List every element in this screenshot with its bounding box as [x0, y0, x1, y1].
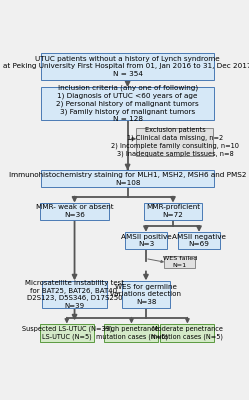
Text: Exclusion patients
1) Clinical data missing, n=2
2) Incomplete family consulting: Exclusion patients 1) Clinical data miss…: [111, 127, 239, 157]
FancyBboxPatch shape: [40, 203, 109, 220]
FancyBboxPatch shape: [144, 203, 202, 220]
FancyBboxPatch shape: [136, 128, 213, 156]
Text: UTUC patients without a history of Lynch syndrome
at Peking University First Hos: UTUC patients without a history of Lynch…: [3, 56, 249, 77]
Text: Immunohistochemistry staining for MLH1, MSH2, MSH6 and PMS2
N=108: Immunohistochemistry staining for MLH1, …: [9, 172, 246, 186]
FancyBboxPatch shape: [105, 324, 158, 342]
Text: High penetrance
mutation cases (N=6): High penetrance mutation cases (N=6): [96, 326, 167, 340]
Text: MMR- weak or absent
N=36: MMR- weak or absent N=36: [36, 204, 113, 218]
FancyBboxPatch shape: [42, 280, 107, 308]
FancyBboxPatch shape: [164, 256, 195, 268]
FancyBboxPatch shape: [178, 232, 220, 249]
FancyBboxPatch shape: [40, 324, 94, 342]
FancyBboxPatch shape: [41, 87, 214, 120]
FancyBboxPatch shape: [122, 280, 170, 308]
Text: Moderate penetrance
mutation cases (N=5): Moderate penetrance mutation cases (N=5): [151, 326, 223, 340]
Text: AMSII positive
N=3: AMSII positive N=3: [121, 234, 171, 247]
Text: WES for germline
variations detection
N=38: WES for germline variations detection N=…: [111, 284, 182, 305]
Text: Microsatellite instability test
for BAT25, BAT26, BAT40,
D2S123, D5S346, D17S250: Microsatellite instability test for BAT2…: [25, 280, 124, 309]
FancyBboxPatch shape: [41, 53, 214, 80]
Text: WES failed
N=1: WES failed N=1: [163, 256, 197, 268]
FancyBboxPatch shape: [160, 324, 214, 342]
Text: AMSII negative
N=69: AMSII negative N=69: [172, 234, 226, 247]
FancyBboxPatch shape: [125, 232, 167, 249]
Text: Suspected LS-UTUC (N=39)
LS-UTUC (N=5): Suspected LS-UTUC (N=39) LS-UTUC (N=5): [22, 326, 112, 340]
Text: MMR-proficient
N=72: MMR-proficient N=72: [146, 204, 200, 218]
FancyBboxPatch shape: [41, 170, 214, 187]
Text: Inclusion criteria (any one of following)
1) Diagnosis of UTUC <60 years of age
: Inclusion criteria (any one of following…: [56, 84, 199, 122]
